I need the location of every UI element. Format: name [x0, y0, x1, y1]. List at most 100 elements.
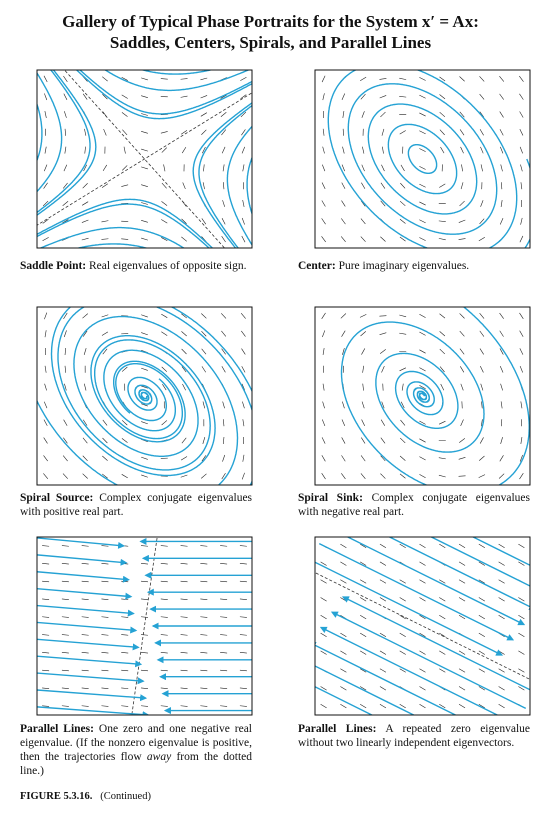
- direction-arrow: [360, 473, 366, 479]
- direction-arrow: [83, 383, 87, 391]
- direction-arrow: [458, 561, 466, 566]
- direction-arrow: [379, 561, 387, 566]
- direction-arrow: [399, 579, 406, 584]
- direction-arrow: [460, 366, 465, 373]
- direction-arrow: [498, 668, 505, 673]
- title: Gallery of Typical Phase Portraits for t…: [62, 12, 479, 31]
- direction-arrow: [61, 669, 69, 672]
- direction-arrow: [82, 183, 88, 189]
- direction-arrow: [381, 401, 385, 409]
- direction-arrow: [241, 129, 246, 136]
- direction-arrow: [101, 314, 109, 318]
- direction-arrow: [439, 650, 446, 655]
- direction-arrow: [160, 687, 168, 689]
- direction-arrow: [419, 632, 426, 637]
- direction-arrow: [321, 182, 326, 189]
- direction-arrow: [121, 474, 128, 479]
- direction-arrow: [64, 365, 67, 373]
- direction-arrow: [498, 597, 505, 602]
- direction-arrow: [361, 437, 366, 444]
- direction-arrow: [141, 148, 148, 152]
- caption: Center: Pure imaginary eigenvalues.: [298, 259, 530, 273]
- direction-arrow: [141, 403, 148, 407]
- direction-arrow: [141, 332, 148, 336]
- direction-arrow: [399, 130, 406, 135]
- direction-arrow: [181, 348, 187, 355]
- direction-arrow: [102, 455, 108, 461]
- direction-arrow: [82, 473, 88, 479]
- direction-arrow: [438, 457, 446, 460]
- direction-arrow: [200, 669, 208, 672]
- direction-arrow: [180, 95, 188, 98]
- direction-arrow: [360, 632, 367, 637]
- direction-arrow: [399, 314, 407, 318]
- direction-arrow: [322, 419, 326, 427]
- direction-arrow: [121, 94, 128, 99]
- direction-arrow: [498, 615, 505, 620]
- panel-frame: [314, 536, 531, 716]
- direction-arrow: [499, 348, 504, 355]
- direction-arrow: [419, 201, 426, 206]
- direction-arrow: [479, 455, 485, 461]
- direction-arrow: [141, 314, 148, 318]
- direction-arrow: [419, 349, 426, 354]
- direction-arrow: [241, 330, 246, 337]
- direction-arrow: [360, 218, 366, 225]
- direction-arrow: [239, 652, 247, 654]
- direction-arrow: [121, 438, 128, 443]
- direction-arrow: [321, 200, 326, 207]
- direction-arrow: [160, 598, 168, 600]
- title: Saddles, Centers, Spirals, and Parallel …: [109, 33, 432, 52]
- direction-arrow: [141, 385, 148, 389]
- direction-arrow: [239, 669, 247, 672]
- direction-arrow: [438, 238, 446, 241]
- direction-arrow: [43, 437, 48, 444]
- trajectory: [315, 642, 457, 715]
- direction-arrow: [341, 455, 346, 462]
- direction-arrow: [498, 561, 505, 566]
- direction-arrow: [499, 455, 504, 462]
- direction-arrow: [200, 563, 208, 565]
- direction-arrow: [43, 401, 48, 409]
- direction-arrow: [320, 686, 327, 691]
- direction-arrow: [461, 164, 463, 172]
- direction-arrow: [439, 111, 446, 118]
- direction-arrow: [519, 454, 523, 462]
- trajectory: [37, 203, 210, 248]
- direction-arrow: [479, 313, 485, 319]
- panel-frame: [314, 306, 531, 486]
- direction-arrow: [379, 668, 387, 673]
- trajectory: [274, 248, 285, 268]
- direction-arrow: [181, 236, 187, 242]
- direction-arrow: [42, 563, 50, 565]
- direction-arrow: [419, 313, 426, 318]
- direction-arrow: [239, 634, 247, 636]
- direction-arrow: [381, 365, 385, 373]
- direction-arrow: [342, 110, 345, 119]
- direction-arrow: [519, 330, 524, 337]
- direction-arrow: [64, 146, 67, 154]
- direction-arrow: [82, 313, 89, 319]
- direction-arrow: [399, 543, 406, 548]
- direction-arrow: [220, 94, 227, 99]
- direction-arrow: [439, 579, 446, 584]
- direction-arrow: [161, 201, 168, 206]
- direction-arrow: [220, 580, 228, 583]
- direction-arrow: [82, 330, 88, 337]
- direction-arrow: [320, 597, 327, 602]
- direction-arrow: [458, 704, 466, 709]
- caption-label: Spiral Sink:: [298, 492, 363, 504]
- direction-arrow: [222, 182, 225, 190]
- panel-frame: [36, 536, 253, 716]
- direction-arrow: [361, 401, 365, 409]
- direction-arrow: [222, 164, 225, 172]
- direction-arrow: [498, 473, 505, 479]
- direction-arrow: [181, 366, 187, 373]
- direction-arrow: [241, 383, 246, 391]
- direction-arrow: [360, 76, 367, 81]
- direction-arrow: [419, 148, 426, 152]
- trajectory: [260, 141, 285, 263]
- direction-arrow: [102, 94, 108, 100]
- direction-arrow: [101, 238, 109, 240]
- direction-arrow: [439, 615, 446, 620]
